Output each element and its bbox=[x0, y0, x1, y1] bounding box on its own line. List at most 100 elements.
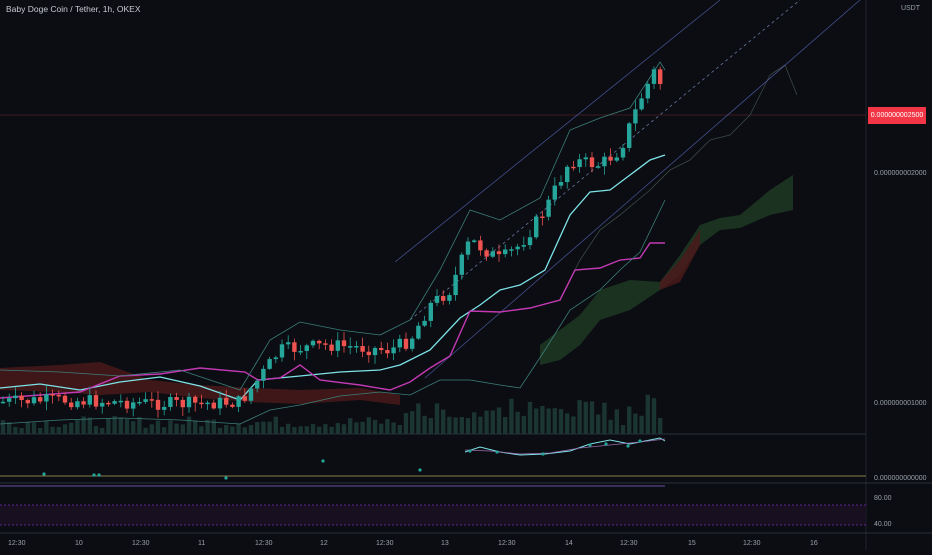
candle-body bbox=[75, 401, 80, 408]
candle-body bbox=[651, 69, 657, 84]
volume-bar bbox=[341, 424, 347, 434]
candle-body bbox=[292, 342, 297, 352]
time-axis[interactable]: 12:30 10 12:30 11 12:30 12 12:30 13 12:3… bbox=[8, 540, 818, 547]
volume-bar bbox=[211, 419, 216, 434]
oscillator-dot bbox=[638, 439, 642, 443]
candle-body bbox=[38, 397, 43, 402]
volume-bar bbox=[348, 418, 353, 434]
volume-bar bbox=[366, 417, 371, 434]
cloud-band bbox=[0, 362, 400, 405]
volume-bar bbox=[465, 418, 471, 434]
volume-bar bbox=[360, 421, 365, 434]
candle-body bbox=[217, 397, 223, 409]
candle-body bbox=[0, 401, 6, 404]
volume-bar bbox=[484, 410, 489, 434]
candle-body bbox=[261, 368, 266, 381]
candle-body bbox=[385, 350, 390, 354]
candle-body bbox=[335, 340, 340, 351]
volume-bar bbox=[44, 420, 49, 434]
candle-body bbox=[124, 400, 130, 409]
time-axis-label: 12:30 bbox=[743, 540, 761, 547]
candle-body bbox=[242, 396, 247, 401]
candle-body bbox=[509, 249, 514, 251]
volume-bar bbox=[217, 427, 223, 434]
volume-bar bbox=[75, 419, 80, 434]
candle-body bbox=[490, 251, 495, 257]
candle-body bbox=[608, 156, 613, 161]
volume-bar bbox=[496, 407, 502, 434]
candle-body bbox=[298, 350, 303, 353]
volume-bar bbox=[38, 427, 43, 434]
volume-bars bbox=[0, 394, 663, 434]
volume-bar bbox=[50, 426, 55, 434]
volume-bar bbox=[62, 424, 68, 434]
currency-label: USDT bbox=[900, 5, 920, 12]
candle-body bbox=[174, 397, 179, 400]
volume-bar bbox=[577, 400, 582, 434]
volume-bar bbox=[106, 417, 111, 434]
candle-body bbox=[453, 274, 458, 296]
volume-bar bbox=[180, 424, 185, 434]
candle-body bbox=[565, 166, 570, 183]
price-axis-label: 0.000000000000 bbox=[874, 475, 927, 482]
volume-bar bbox=[602, 402, 607, 434]
candle-body bbox=[552, 185, 557, 200]
time-axis-label: 12:30 bbox=[498, 540, 516, 547]
volume-bar bbox=[416, 403, 421, 434]
oscillator-signal bbox=[464, 438, 666, 455]
candle-body bbox=[391, 347, 396, 354]
volume-bar bbox=[0, 420, 6, 434]
volume-bar bbox=[69, 422, 74, 434]
candle-body bbox=[546, 199, 551, 217]
volume-bar bbox=[7, 422, 12, 434]
candle-body bbox=[93, 395, 99, 407]
volume-bar bbox=[397, 424, 402, 434]
volume-bar bbox=[447, 416, 452, 434]
candle-body bbox=[484, 250, 489, 257]
candle-body bbox=[329, 344, 334, 351]
oscillator-dot bbox=[541, 452, 545, 456]
candle-body bbox=[645, 83, 650, 99]
volume-bar bbox=[459, 416, 464, 434]
candle-body bbox=[354, 346, 359, 348]
volume-bar bbox=[422, 415, 427, 434]
candle-body bbox=[7, 398, 12, 402]
candle-body bbox=[428, 302, 433, 321]
candle-body bbox=[589, 157, 595, 168]
candle-body bbox=[310, 340, 316, 346]
candle-body bbox=[137, 401, 142, 404]
price-axis-label: 0.000000002000 bbox=[874, 170, 927, 177]
volume-bar bbox=[403, 413, 409, 434]
channel-lower bbox=[424, 0, 861, 379]
lagging-span bbox=[559, 64, 798, 301]
volume-bar bbox=[248, 424, 254, 434]
bollinger-lower bbox=[0, 199, 666, 425]
candle-body bbox=[56, 394, 61, 397]
volume-bar bbox=[118, 417, 123, 434]
oscillator-dot bbox=[626, 444, 630, 448]
volume-bar bbox=[441, 409, 446, 434]
oscillator-dot bbox=[604, 442, 608, 446]
candle-body bbox=[230, 404, 235, 407]
volume-bar bbox=[372, 419, 378, 434]
volume-bar bbox=[589, 401, 595, 434]
candle-body bbox=[521, 245, 526, 247]
time-axis-label: 12:30 bbox=[620, 540, 638, 547]
volume-bar bbox=[25, 422, 30, 434]
candle-body bbox=[348, 346, 353, 348]
candle-body bbox=[410, 338, 415, 349]
time-axis-label: 12:30 bbox=[132, 540, 150, 547]
volume-bar bbox=[614, 409, 619, 434]
volume-bar bbox=[583, 401, 588, 434]
candle-body bbox=[459, 254, 464, 275]
volume-bar bbox=[56, 426, 61, 434]
volume-bar bbox=[168, 420, 173, 434]
volume-bar bbox=[453, 417, 458, 434]
volume-bar bbox=[236, 424, 241, 434]
symbol-title[interactable]: Baby Doge Coin / Tether, 1h, OKEX bbox=[6, 4, 141, 14]
volume-bar bbox=[565, 413, 570, 434]
candle-body bbox=[416, 325, 421, 339]
volume-bar bbox=[391, 422, 396, 434]
